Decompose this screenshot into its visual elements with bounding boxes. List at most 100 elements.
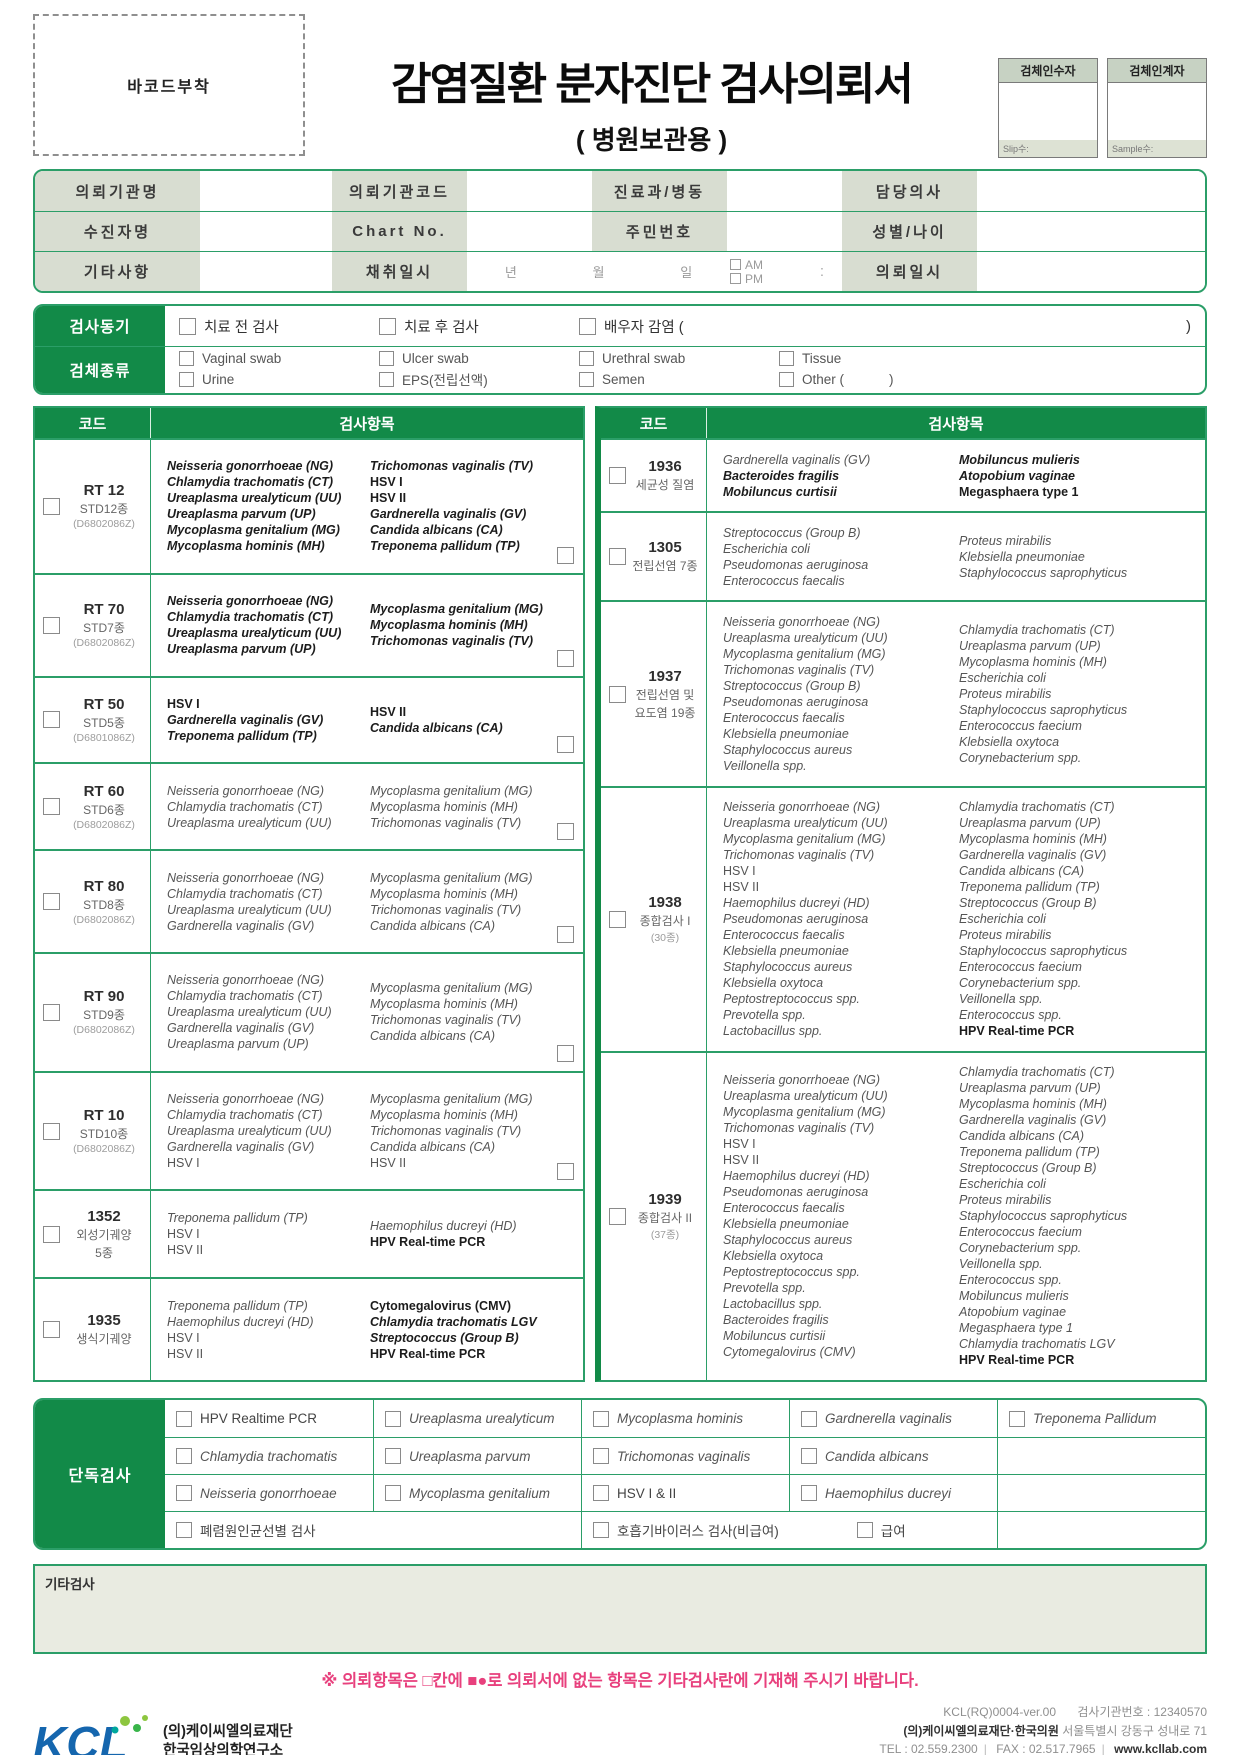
test-item: Mycoplasma hominis (MH)	[167, 539, 325, 554]
standalone-cell-mycoplasma-hominis[interactable]: Mycoplasma hominis	[581, 1400, 789, 1437]
standalone-cell-hsv-i-ii[interactable]: HSV I & II	[581, 1475, 789, 1511]
standalone-cell-candida-albicans[interactable]: Candida albicans	[789, 1438, 997, 1474]
checkbox-rt-80-mark[interactable]	[557, 925, 574, 943]
checkbox-candida-albicans[interactable]	[801, 1448, 817, 1464]
field-department-ward[interactable]	[727, 171, 842, 211]
option-ulcer-swab[interactable]: Ulcer swab	[379, 351, 579, 366]
checkbox-rt-12[interactable]	[43, 497, 60, 515]
test-item: Gardnerella vaginalis (GV)	[370, 507, 527, 522]
year-unit[interactable]: 년	[504, 265, 517, 280]
urine-checkbox[interactable]	[179, 371, 194, 387]
standalone-cell-ureaplasma-urealyticum[interactable]: Ureaplasma urealyticum	[373, 1400, 581, 1437]
footer-website[interactable]: www.kcllab.com	[1114, 1742, 1207, 1755]
tissue-checkbox[interactable]	[779, 351, 794, 366]
checkbox-rt-50[interactable]	[43, 711, 60, 729]
checkbox-1938[interactable]	[609, 910, 626, 928]
am-checkbox[interactable]	[730, 259, 742, 270]
label-request-datetime: 의뢰일시	[842, 252, 977, 291]
field-patient-name[interactable]	[200, 212, 332, 251]
checkbox-trichomonas-vaginalis[interactable]	[593, 1448, 609, 1464]
checkbox-rt-10[interactable]	[43, 1122, 60, 1140]
standalone-cell-mycoplasma-genitalium[interactable]: Mycoplasma genitalium	[373, 1475, 581, 1511]
checkbox-ureaplasma-parvum[interactable]	[385, 1448, 401, 1464]
checkbox-ureaplasma-urealyticum[interactable]	[385, 1410, 401, 1427]
standalone-cell-haemophilus-ducreyi[interactable]: Haemophilus ducreyi	[789, 1475, 997, 1511]
field-chart-no[interactable]	[467, 212, 592, 251]
field-request-datetime[interactable]	[977, 252, 1205, 291]
checkbox-chlamydia-trachomatis[interactable]	[176, 1448, 192, 1464]
other-tests-box[interactable]: 기타검사	[33, 1564, 1207, 1654]
standalone-cell-gardnerella-vaginalis[interactable]: Gardnerella vaginalis	[789, 1400, 997, 1437]
checkbox-rt-60[interactable]	[43, 798, 60, 816]
option-semen[interactable]: Semen	[579, 369, 779, 389]
field-sex-age[interactable]	[977, 212, 1205, 251]
spouse-infection-checkbox[interactable]	[579, 317, 596, 335]
option-pre-treatment[interactable]: 치료 전 검사	[179, 316, 379, 337]
respiratory-virus-option[interactable]: 호흡기바이러스 검사(비급여)	[593, 1520, 779, 1540]
eps-checkbox[interactable]	[379, 371, 394, 387]
checkbox-mycoplasma-hominis[interactable]	[593, 1410, 609, 1427]
checkbox-hsv-i-ii[interactable]	[593, 1485, 609, 1501]
panel-subline: STD9종	[83, 1008, 125, 1023]
checkbox-gardnerella-vaginalis[interactable]	[801, 1410, 817, 1427]
checkbox-treponema-pallidum[interactable]	[1009, 1410, 1025, 1427]
covered-option[interactable]: 급여	[856, 1520, 906, 1540]
vaginal-swab-checkbox[interactable]	[179, 351, 194, 366]
option-vaginal-swab[interactable]: Vaginal swab	[179, 351, 379, 366]
specimen-transferor-sign-area[interactable]	[1108, 83, 1206, 140]
checkbox-1939[interactable]	[609, 1207, 626, 1225]
day-unit[interactable]: 일	[680, 265, 693, 280]
slip-count-label: Slip수:	[999, 140, 1097, 157]
month-unit[interactable]: 월	[592, 265, 605, 280]
checkbox-rt-80[interactable]	[43, 893, 60, 911]
checkbox-rt-70[interactable]	[43, 616, 60, 634]
checkbox-respiratory-virus[interactable]	[593, 1522, 609, 1538]
post-treatment-checkbox[interactable]	[379, 317, 396, 335]
standalone-cell-treponema-pallidum[interactable]: Treponema Pallidum	[997, 1400, 1205, 1437]
field-resident-number[interactable]	[727, 212, 842, 251]
standalone-cell-trichomonas-vaginalis[interactable]: Trichomonas vaginalis	[581, 1438, 789, 1474]
standalone-cell-ureaplasma-parvum[interactable]: Ureaplasma parvum	[373, 1438, 581, 1474]
checkbox-rt-60-mark[interactable]	[557, 823, 574, 841]
option-spouse-infection[interactable]: 배우자 감염 (	[579, 316, 684, 337]
checkbox-1935[interactable]	[43, 1321, 60, 1339]
checkbox-covered[interactable]	[856, 1522, 873, 1538]
pre-treatment-checkbox[interactable]	[179, 317, 196, 335]
checkbox-rt-70-mark[interactable]	[557, 649, 574, 667]
checkbox-rt-50-mark[interactable]	[557, 736, 574, 754]
checkbox-hpv-realtime-pcr[interactable]	[176, 1410, 192, 1427]
option-post-treatment[interactable]: 치료 후 검사	[379, 316, 579, 337]
option-urine[interactable]: Urine	[179, 369, 379, 389]
standalone-cell-hpv-realtime-pcr[interactable]: HPV Realtime PCR	[165, 1400, 373, 1437]
checkbox-1937[interactable]	[609, 685, 626, 703]
option-eps[interactable]: EPS(전립선액)	[379, 369, 579, 389]
checkbox-pneumonia-pathogen-screening[interactable]	[176, 1522, 192, 1538]
urethral-swab-checkbox[interactable]	[579, 351, 594, 366]
checkbox-haemophilus-ducreyi[interactable]	[801, 1485, 817, 1501]
checkbox-rt-90-mark[interactable]	[557, 1044, 574, 1062]
checkbox-1305[interactable]	[609, 548, 626, 566]
option-other[interactable]: Other ( )	[779, 369, 979, 389]
option-urethral-swab[interactable]: Urethral swab	[579, 351, 779, 366]
field-requesting-institution[interactable]	[200, 171, 332, 211]
checkbox-1352[interactable]	[43, 1225, 60, 1243]
checkbox-neisseria-gonorrhoeae[interactable]	[176, 1485, 192, 1501]
standalone-cell-pneumonia-screening[interactable]: 폐렴원인균선별 검사	[165, 1512, 581, 1548]
specimen-receiver-sign-area[interactable]	[999, 83, 1097, 140]
checkbox-rt-10-mark[interactable]	[557, 1163, 574, 1181]
option-tissue[interactable]: Tissue	[779, 351, 979, 366]
pm-checkbox[interactable]	[730, 273, 742, 284]
checkbox-rt-90[interactable]	[43, 1003, 60, 1021]
checkbox-1936[interactable]	[609, 467, 626, 485]
field-institution-code[interactable]	[467, 171, 592, 211]
field-other-remarks[interactable]	[200, 252, 332, 291]
ulcer-swab-checkbox[interactable]	[379, 351, 394, 366]
standalone-cell-chlamydia-trachomatis[interactable]: Chlamydia trachomatis	[165, 1438, 373, 1474]
checkbox-rt-12-mark[interactable]	[557, 546, 574, 564]
am-label: AM	[745, 257, 764, 272]
semen-checkbox[interactable]	[579, 371, 594, 387]
field-attending-doctor[interactable]	[977, 171, 1205, 211]
checkbox-mycoplasma-genitalium[interactable]	[385, 1485, 401, 1501]
standalone-cell-neisseria-gonorrhoeae[interactable]: Neisseria gonorrhoeae	[165, 1475, 373, 1511]
other-specimen-checkbox[interactable]	[779, 371, 794, 387]
